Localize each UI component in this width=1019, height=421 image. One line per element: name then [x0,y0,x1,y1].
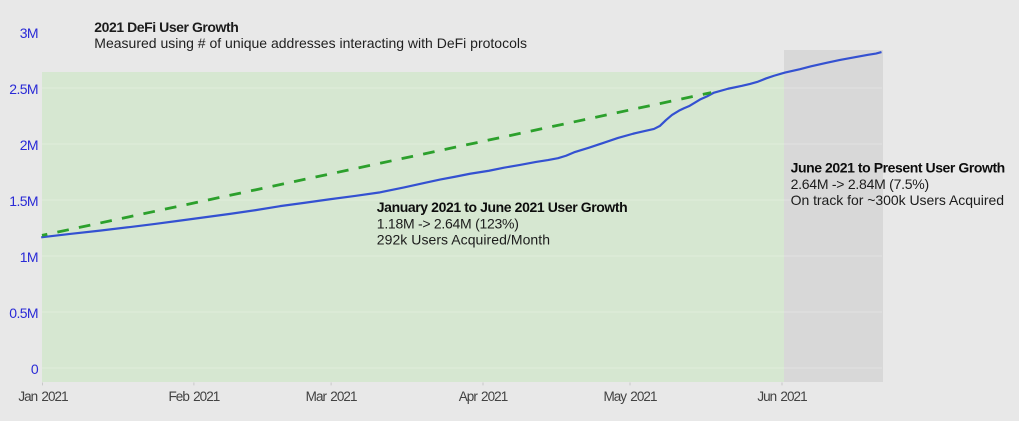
svg-text:292k Users Acquired/Month: 292k Users Acquired/Month [377,231,550,247]
svg-text:2M: 2M [20,137,38,153]
svg-text:Measured using # of unique add: Measured using # of unique addresses int… [94,35,527,51]
svg-text:June 2021 to Present User Grow: June 2021 to Present User Growth [791,160,1005,176]
svg-text:Apr 2021: Apr 2021 [459,389,508,404]
svg-text:2.5M: 2.5M [9,81,38,97]
svg-text:May 2021: May 2021 [603,389,657,404]
svg-text:Jun 2021: Jun 2021 [757,389,807,404]
svg-text:Feb 2021: Feb 2021 [168,389,219,404]
svg-text:0.5M: 0.5M [9,305,38,321]
svg-text:1M: 1M [20,249,38,265]
svg-text:On track for ~300k Users Acqui: On track for ~300k Users Acquired [791,192,1004,208]
svg-text:January 2021 to June 2021 User: January 2021 to June 2021 User Growth [377,199,628,215]
svg-text:3M: 3M [20,25,38,41]
svg-text:1.18M -> 2.64M (123%): 1.18M -> 2.64M (123%) [377,215,519,231]
svg-text:1.5M: 1.5M [9,193,38,209]
svg-text:0: 0 [31,361,39,377]
svg-text:2.64M -> 2.84M (7.5%): 2.64M -> 2.84M (7.5%) [791,176,929,192]
svg-text:Jan 2021: Jan 2021 [18,389,68,404]
svg-text:2021 DeFi User Growth: 2021 DeFi User Growth [94,19,238,35]
svg-text:Mar 2021: Mar 2021 [306,389,357,404]
